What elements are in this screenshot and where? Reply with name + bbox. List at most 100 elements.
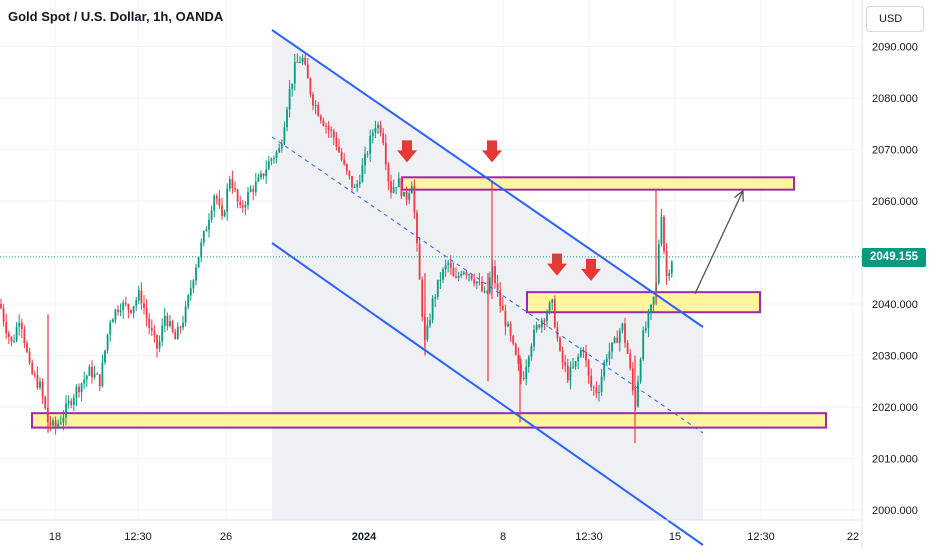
- candle-body: [338, 146, 340, 153]
- candle-body: [161, 325, 164, 342]
- candle-body: [413, 186, 416, 213]
- candle-body: [215, 195, 218, 199]
- currency-button[interactable]: USD: [866, 6, 924, 32]
- candle-body: [28, 351, 31, 363]
- candle-body: [533, 329, 535, 347]
- candle-body: [405, 191, 408, 200]
- candle-body: [546, 313, 548, 322]
- candle-body: [286, 109, 288, 128]
- candle-body: [288, 88, 291, 110]
- candle-body: [379, 124, 382, 133]
- candle-body: [361, 165, 364, 182]
- candle-body: [109, 322, 112, 335]
- candle-body: [13, 340, 15, 342]
- candle-body: [174, 331, 177, 340]
- candle-body: [517, 354, 520, 364]
- candle-body: [348, 170, 351, 176]
- candle-body: [325, 125, 327, 127]
- candle-body: [587, 360, 590, 376]
- candle-body: [397, 178, 400, 188]
- projection-arrowhead-icon: [734, 189, 744, 202]
- candle-body: [332, 131, 335, 138]
- x-tick-label: 12:30: [124, 531, 152, 543]
- candle-body: [314, 105, 317, 107]
- candle-body: [101, 362, 104, 387]
- candle-body: [577, 356, 580, 362]
- candle-body: [642, 330, 645, 360]
- candle-body: [262, 173, 265, 177]
- candle-body: [114, 309, 117, 320]
- candle-body: [543, 320, 546, 322]
- down-arrow-icon: [581, 258, 601, 281]
- candle-body: [200, 242, 203, 258]
- candle-body: [449, 262, 452, 268]
- candle-body: [504, 310, 507, 327]
- y-tick-label: 2000.000: [872, 505, 918, 517]
- candle-body: [434, 296, 437, 299]
- candle-body: [668, 273, 671, 277]
- candle-body: [618, 330, 621, 343]
- channel-lower-line: [271, 242, 704, 546]
- candle-body: [395, 187, 398, 189]
- candle-body: [119, 310, 122, 312]
- candle-body: [273, 158, 275, 160]
- candle-body: [408, 193, 411, 200]
- candle-body: [572, 366, 574, 368]
- candle-body: [195, 267, 197, 281]
- candle-body: [514, 343, 517, 355]
- candle-body: [670, 261, 673, 274]
- candle-body: [163, 316, 166, 326]
- candle-body: [270, 158, 273, 161]
- candle-body: [260, 173, 262, 178]
- candle-body: [252, 188, 255, 192]
- candle-body: [442, 269, 444, 280]
- candle-body: [67, 401, 70, 404]
- candle-body: [44, 396, 47, 408]
- candle-body: [137, 290, 140, 301]
- candle-body: [7, 333, 10, 337]
- candle-body: [31, 362, 34, 374]
- candle-body: [494, 266, 496, 284]
- candle-body: [317, 105, 320, 116]
- candle-body: [522, 377, 525, 380]
- candle-body: [647, 313, 650, 329]
- channel-upper-line: [271, 29, 704, 328]
- candle-body: [236, 189, 239, 202]
- candle-body: [327, 126, 330, 130]
- descending-channel: [271, 29, 704, 546]
- candle-body: [439, 279, 442, 281]
- candle-body: [65, 403, 67, 418]
- candle-body: [330, 129, 333, 132]
- candle-body: [535, 324, 538, 330]
- candle-body: [150, 327, 153, 331]
- candle-body: [140, 290, 143, 304]
- candle-body: [309, 78, 312, 95]
- candle-body: [166, 316, 169, 327]
- candle-body: [624, 323, 626, 343]
- candle-body: [486, 291, 489, 293]
- x-tick-label: 2024: [352, 531, 377, 543]
- candle-body: [452, 267, 455, 277]
- candle-body: [530, 346, 533, 357]
- candle-body: [62, 417, 65, 423]
- time-axis[interactable]: 18 12:30 26 2024 8 12:30 15 12:30 22: [0, 519, 862, 543]
- candle-body: [657, 244, 660, 284]
- candle-body: [10, 336, 13, 342]
- candle-body: [184, 306, 187, 323]
- candle-body: [241, 205, 244, 208]
- candle-body: [143, 303, 145, 309]
- candle-body: [247, 191, 249, 205]
- y-tick-label: 2090.000: [872, 42, 918, 54]
- candle-body: [377, 124, 379, 129]
- channel-mid-line: [271, 136, 704, 434]
- candle-body: [171, 321, 174, 332]
- candle-body: [470, 274, 473, 280]
- candle-body: [98, 374, 101, 387]
- candle-body: [20, 322, 23, 330]
- candle-body: [421, 279, 424, 317]
- candle-body: [291, 83, 294, 89]
- candle-body: [343, 159, 346, 165]
- candle-body: [2, 308, 5, 322]
